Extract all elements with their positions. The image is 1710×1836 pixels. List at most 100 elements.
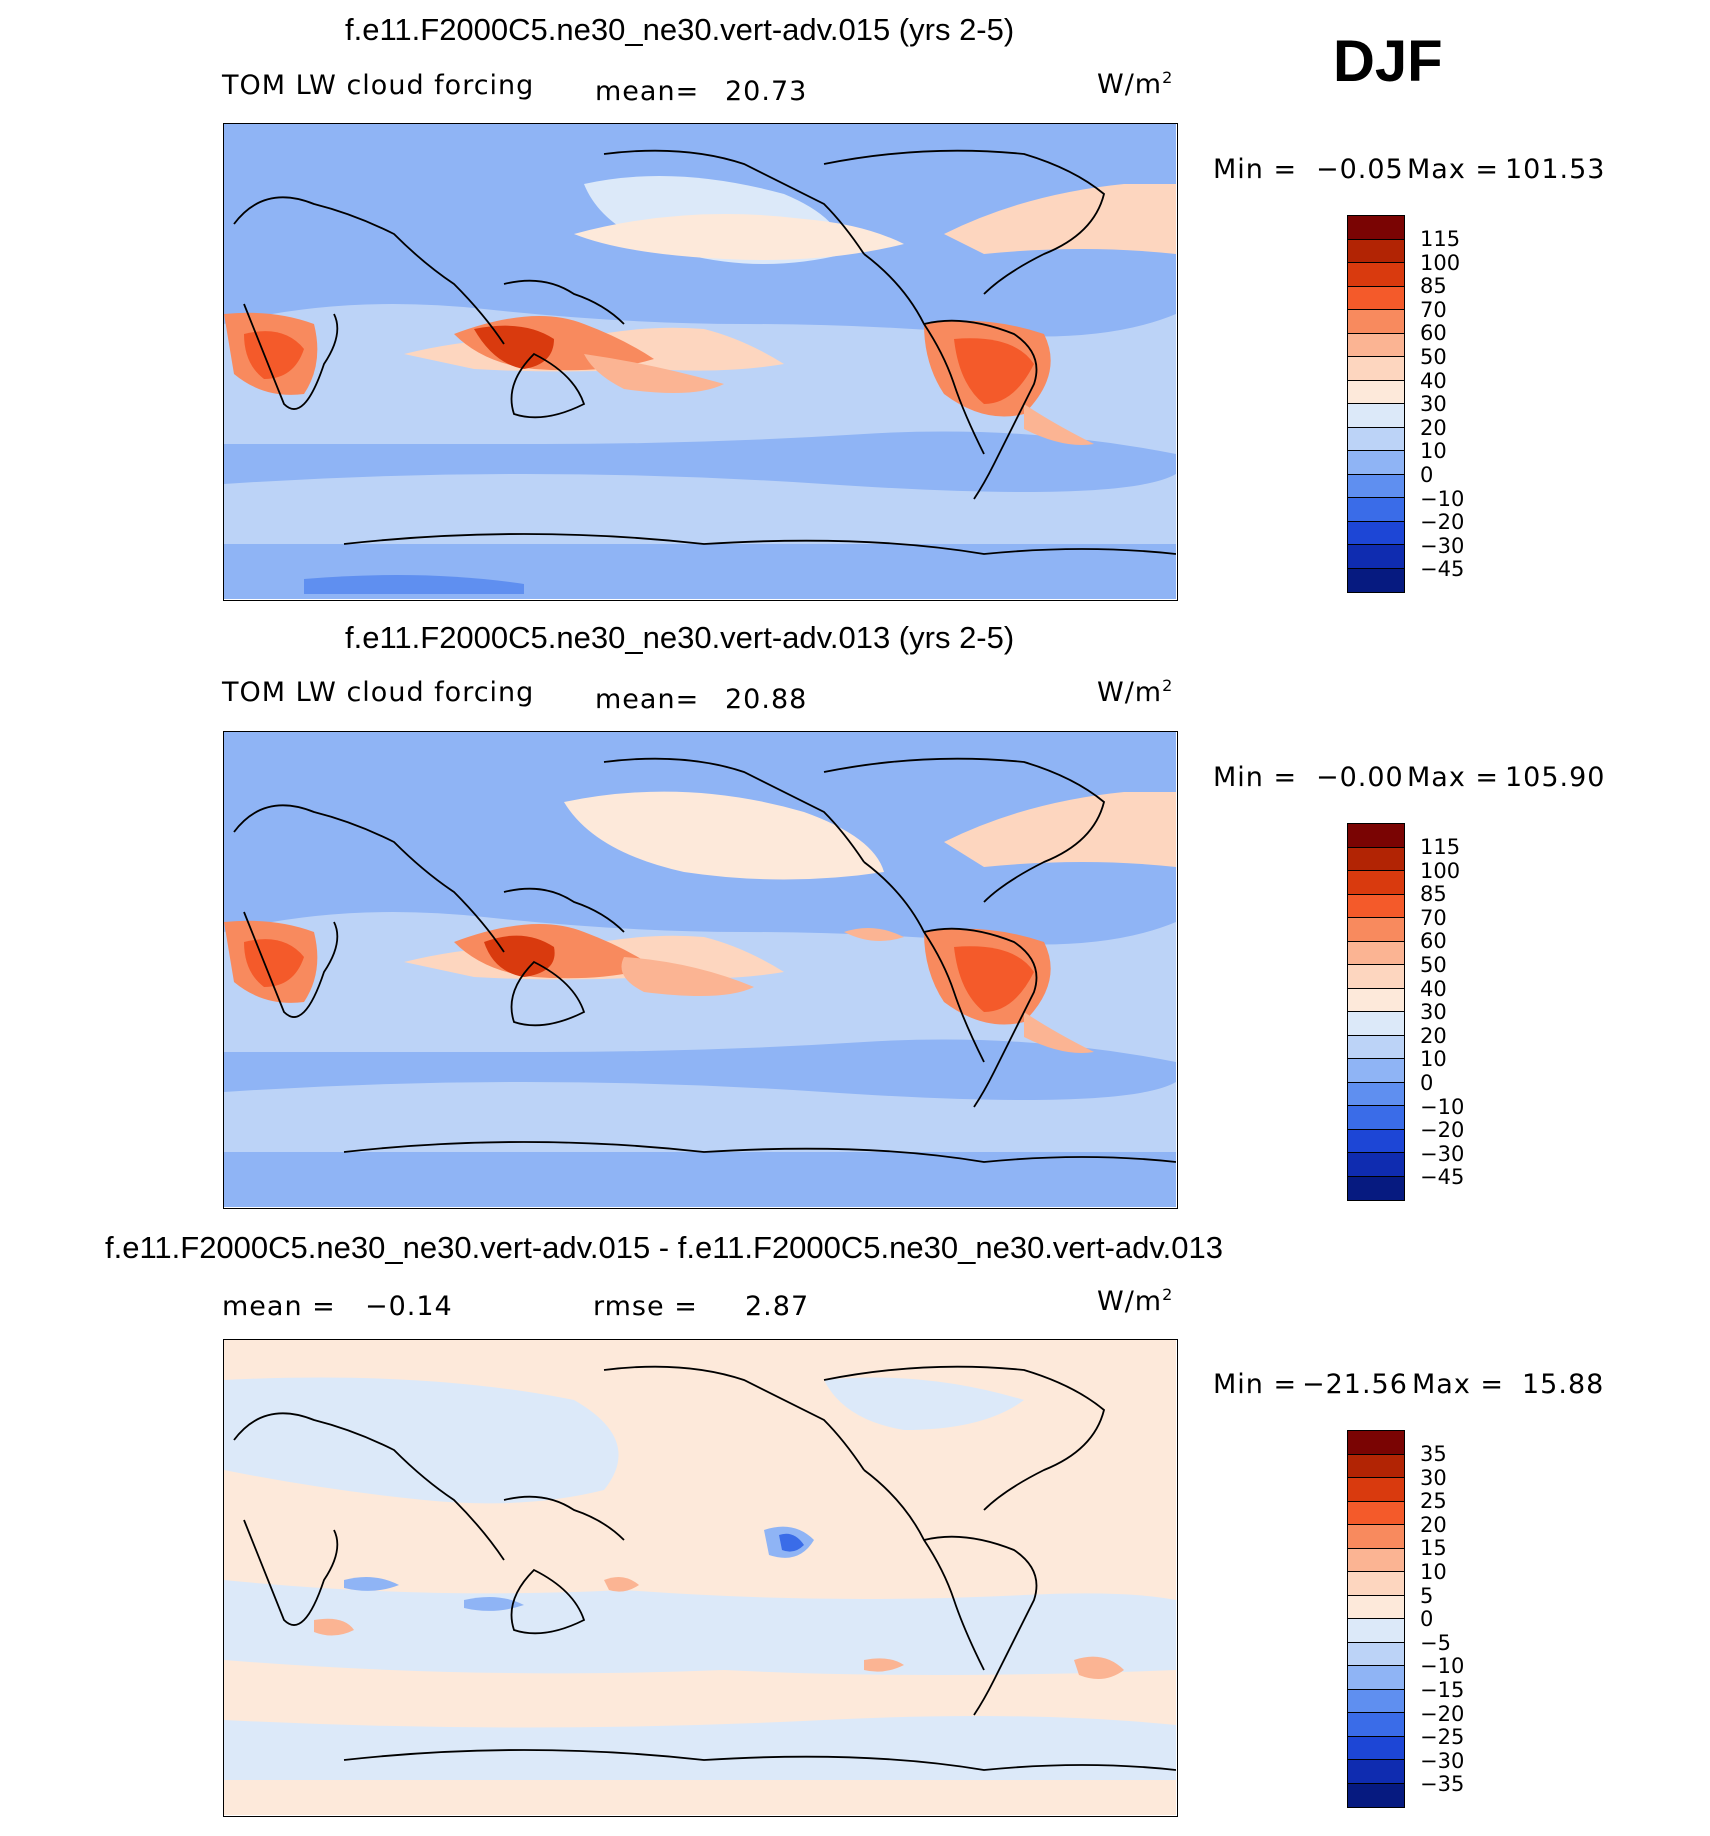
panel-3-max-value: 15.88	[1522, 1369, 1605, 1400]
colorbar-tick-label: 10	[1420, 1560, 1447, 1584]
colorbar-swatch	[1348, 1129, 1404, 1153]
panel-2-map	[223, 731, 1178, 1209]
panel-1-min-label: Min =	[1213, 154, 1298, 185]
colorbar-tick-label: −45	[1420, 1165, 1465, 1190]
colorbar-swatch	[1348, 1689, 1404, 1713]
panel-1-title: f.e11.F2000C5.ne30_ne30.vert-adv.015 (yr…	[345, 12, 1015, 47]
colorbar-tick-label: −30	[1420, 1141, 1465, 1166]
colorbar-swatch	[1348, 1035, 1404, 1059]
colorbar-tick-label: 20	[1420, 1023, 1447, 1048]
colorbar-swatch	[1348, 239, 1404, 263]
panel-2-colorbar	[1347, 823, 1405, 1201]
panel-2-mean-label: mean=	[595, 684, 700, 715]
colorbar-tick-label: 5	[1420, 1583, 1434, 1608]
colorbar-tick-label: 70	[1420, 905, 1447, 930]
colorbar-swatch	[1348, 1619, 1404, 1643]
colorbar-swatch	[1348, 894, 1404, 918]
colorbar-tick-label: 100	[1420, 858, 1461, 883]
panel-2-mean-value: 20.88	[725, 684, 808, 715]
colorbar-swatch	[1348, 1059, 1404, 1083]
colorbar-tick-label: −30	[1420, 533, 1465, 558]
panel-3-map	[223, 1339, 1178, 1817]
colorbar-swatch	[1348, 1783, 1404, 1807]
colorbar-swatch	[1348, 333, 1404, 357]
colorbar-swatch	[1348, 286, 1404, 310]
panel-2-min-label: Min =	[1213, 762, 1298, 793]
colorbar-swatch	[1348, 545, 1404, 569]
panel-3-rmse-value: 2.87	[745, 1291, 810, 1322]
panel-3-title: f.e11.F2000C5.ne30_ne30.vert-adv.015 - f…	[105, 1230, 1223, 1265]
panel-3-contour-map	[224, 1340, 1176, 1815]
panel-3-min-value: −21.56	[1302, 1369, 1408, 1400]
colorbar-tick-label: 60	[1420, 321, 1447, 346]
colorbar-tick-label: 50	[1420, 345, 1447, 369]
panel-3-colorbar	[1347, 1430, 1405, 1808]
panel-1-map	[223, 123, 1178, 601]
season-label: DJF	[1333, 29, 1443, 94]
colorbar-swatch	[1348, 1760, 1404, 1784]
panel-1-colorbar	[1347, 215, 1405, 593]
colorbar-swatch	[1348, 521, 1404, 545]
panel-3-rmse-label: rmse =	[593, 1291, 698, 1322]
colorbar-swatch	[1348, 1454, 1404, 1478]
colorbar-swatch	[1348, 1176, 1404, 1200]
colorbar-tick-label: 40	[1420, 976, 1447, 1001]
colorbar-swatch	[1348, 824, 1404, 848]
panel-2-field-label: TOM LW cloud forcing	[222, 677, 535, 708]
colorbar-swatch	[1348, 1736, 1404, 1760]
colorbar-swatch	[1348, 474, 1404, 498]
panel-2-max-value: 105.90	[1505, 762, 1606, 793]
colorbar-swatch	[1348, 1548, 1404, 1572]
panel-3-max-label: Max =	[1412, 1369, 1505, 1400]
panel-2-max-label: Max =	[1407, 762, 1500, 793]
panel-2-contour-map	[224, 732, 1176, 1207]
panel-1-units: W/m2	[1097, 68, 1174, 100]
colorbar-tick-label: 85	[1420, 882, 1447, 907]
colorbar-tick-label: 0	[1420, 463, 1434, 487]
colorbar-tick-label: 10	[1420, 1047, 1447, 1072]
colorbar-tick-label: 20	[1420, 1512, 1447, 1537]
panel-1-mean-label: mean=	[595, 76, 700, 107]
colorbar-tick-label: 50	[1420, 953, 1447, 977]
panel-3-mean-label: mean =	[222, 1291, 336, 1322]
panel-1-max-label: Max =	[1407, 154, 1500, 185]
colorbar-swatch	[1348, 263, 1404, 287]
panel-1-max-value: 101.53	[1505, 154, 1606, 185]
colorbar-tick-label: 25	[1420, 1489, 1447, 1514]
colorbar-tick-label: 0	[1420, 1607, 1434, 1632]
colorbar-tick-label: −15	[1420, 1678, 1465, 1702]
colorbar-swatch	[1348, 1431, 1404, 1455]
colorbar-swatch	[1348, 1082, 1404, 1106]
colorbar-tick-label: −10	[1420, 1094, 1465, 1119]
colorbar-swatch	[1348, 357, 1404, 381]
colorbar-tick-label: −20	[1420, 1701, 1465, 1726]
colorbar-swatch	[1348, 1012, 1404, 1036]
colorbar-tick-label: 35	[1420, 1442, 1447, 1466]
colorbar-tick-label: 100	[1420, 250, 1461, 275]
colorbar-tick-label: 0	[1420, 1071, 1434, 1095]
colorbar-swatch	[1348, 1642, 1404, 1666]
colorbar-swatch	[1348, 847, 1404, 871]
colorbar-tick-label: −10	[1420, 1654, 1465, 1679]
colorbar-tick-label: 40	[1420, 368, 1447, 393]
colorbar-tick-label: −35	[1420, 1772, 1465, 1797]
colorbar-swatch	[1348, 568, 1404, 592]
colorbar-swatch	[1348, 380, 1404, 404]
colorbar-tick-label: −20	[1420, 1118, 1465, 1143]
colorbar-swatch	[1348, 988, 1404, 1012]
panel-3-units: W/m2	[1097, 1285, 1174, 1317]
colorbar-tick-label: 60	[1420, 929, 1447, 954]
colorbar-swatch	[1348, 941, 1404, 965]
panel-2-min-value: −0.00	[1316, 762, 1404, 793]
colorbar-tick-label: 30	[1420, 1000, 1447, 1025]
panel-3-min-label: Min =	[1213, 1369, 1298, 1400]
colorbar-tick-label: 20	[1420, 415, 1447, 440]
colorbar-swatch	[1348, 498, 1404, 522]
colorbar-swatch	[1348, 1595, 1404, 1619]
colorbar-tick-label: −20	[1420, 510, 1465, 535]
colorbar-swatch	[1348, 1525, 1404, 1549]
colorbar-tick-label: 115	[1420, 835, 1461, 859]
colorbar-tick-label: −5	[1420, 1630, 1451, 1655]
panel-3-mean-value: −0.14	[365, 1291, 453, 1322]
colorbar-tick-label: 85	[1420, 274, 1447, 299]
